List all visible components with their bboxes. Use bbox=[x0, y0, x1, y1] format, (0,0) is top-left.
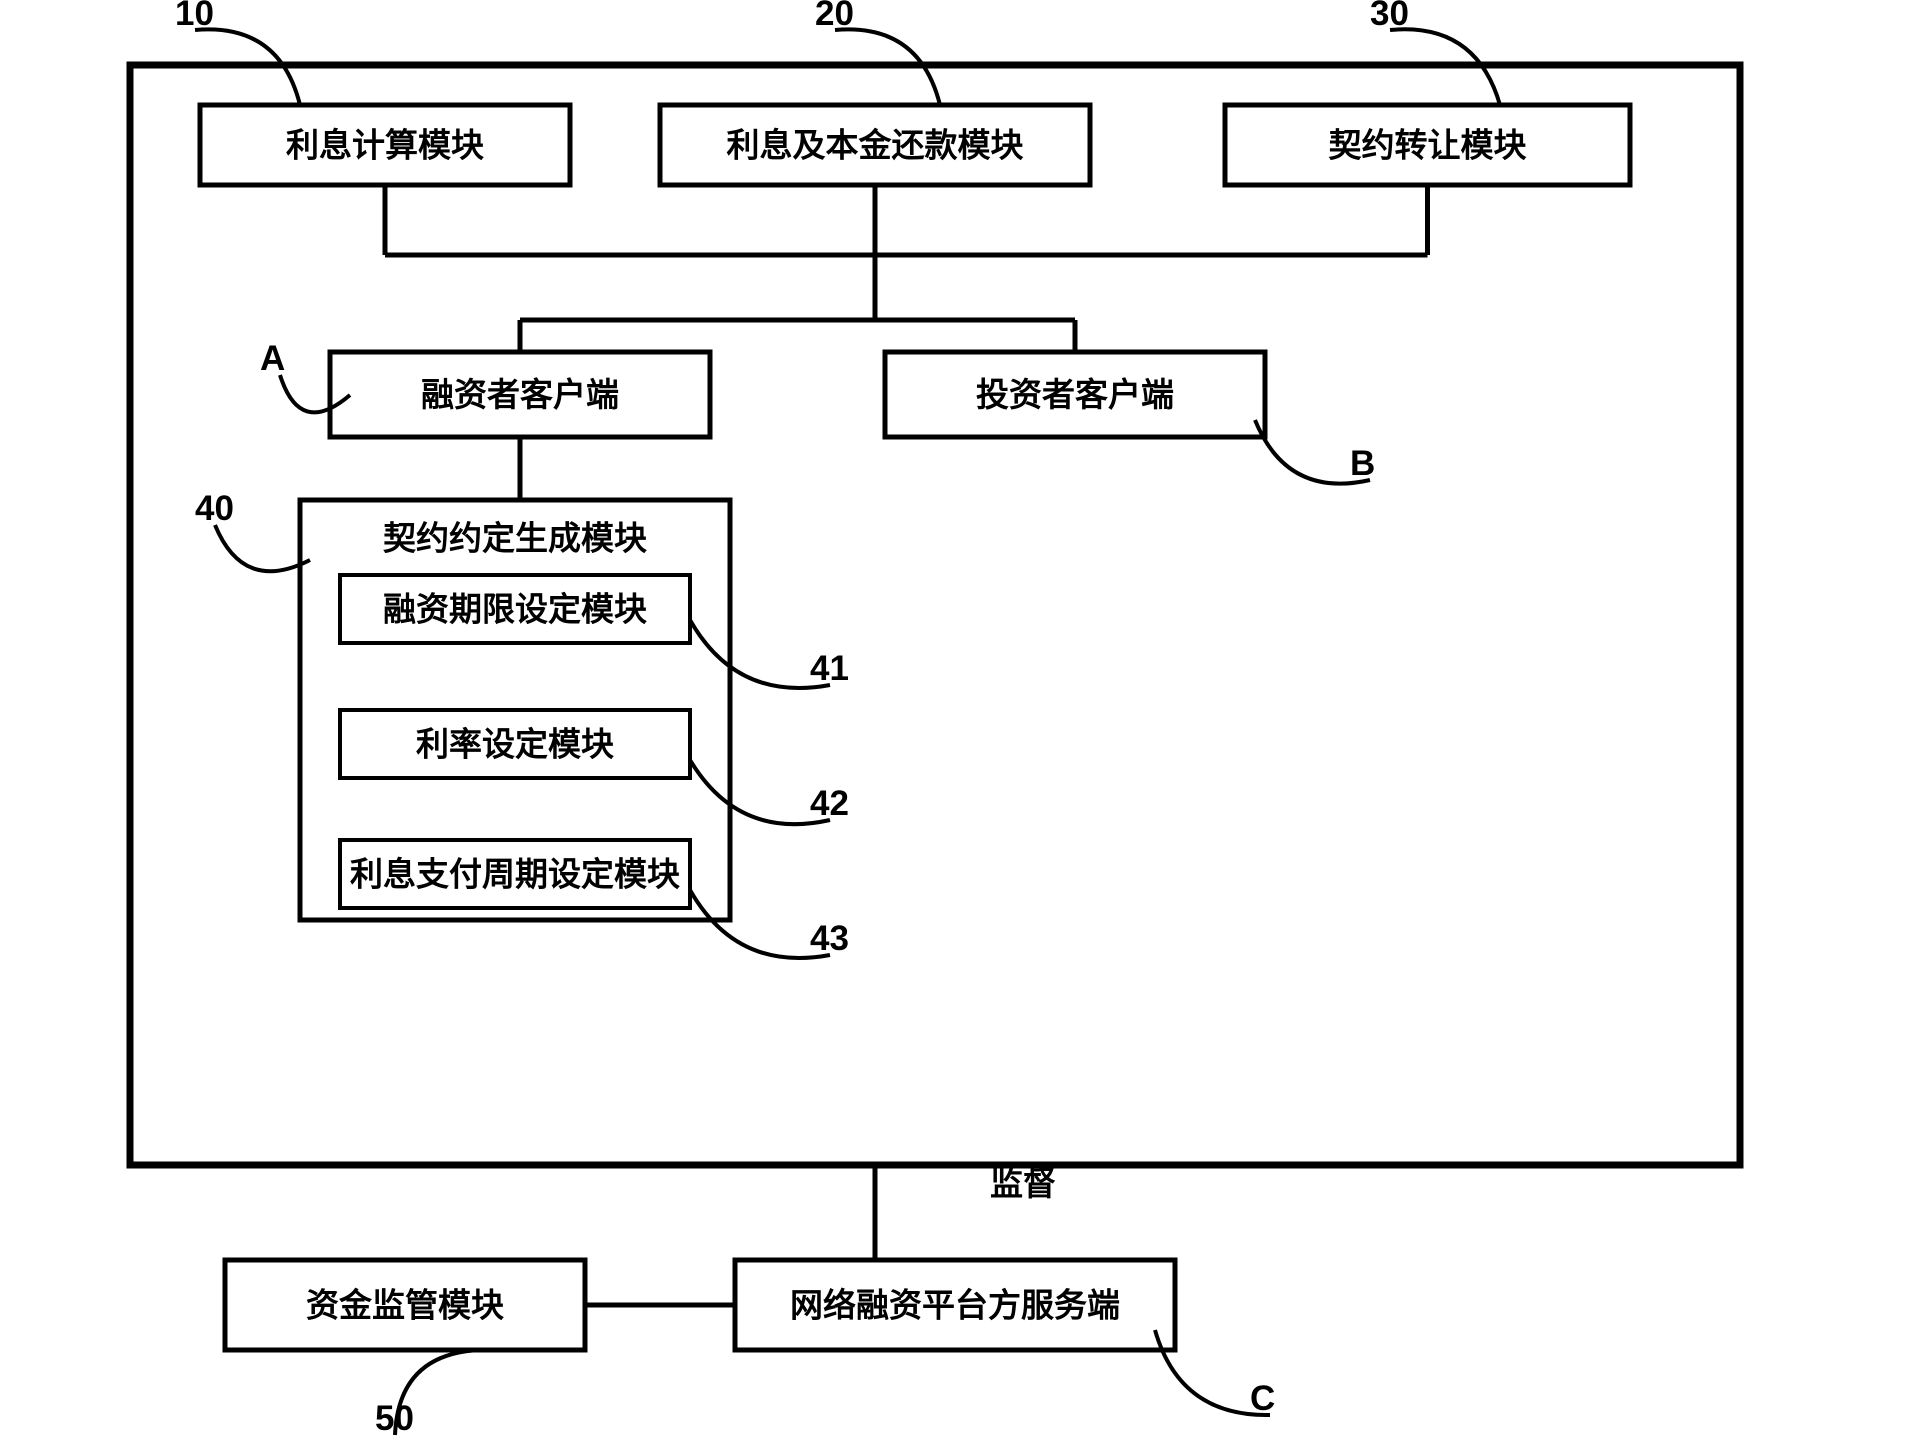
repayment-label: 利息及本金还款模块 bbox=[727, 127, 1024, 164]
ref-C: C bbox=[1250, 1379, 1275, 1418]
financier-client-label: 融资者客户端 bbox=[421, 376, 619, 413]
ref-43: 43 bbox=[810, 919, 849, 958]
contract-gen-title: 契约约定生成模块 bbox=[383, 520, 647, 557]
investor-client-label: 投资者客户端 bbox=[976, 376, 1174, 413]
ref-40: 40 bbox=[195, 489, 234, 528]
supervise-label: 监督 bbox=[990, 1165, 1056, 1202]
ref-42: 42 bbox=[810, 784, 849, 823]
ref-10: 10 bbox=[175, 0, 214, 33]
interest-calc-label: 利息计算模块 bbox=[286, 127, 484, 164]
ref-50: 50 bbox=[375, 1399, 414, 1438]
fund-supervise-label: 资金监管模块 bbox=[306, 1287, 504, 1324]
ref-30: 30 bbox=[1370, 0, 1409, 33]
cycle-setting-label: 利息支付周期设定模块 bbox=[350, 856, 680, 893]
contract-xfer-label: 契约转让模块 bbox=[1329, 127, 1527, 164]
ref-A: A bbox=[260, 339, 285, 378]
ref-41: 41 bbox=[810, 649, 849, 688]
platform-server-label: 网络融资平台方服务端 bbox=[790, 1287, 1120, 1324]
system-diagram: 利息计算模块 利息及本金还款模块 契约转让模块融资者客户端 投资者客户端融资期限设定模… bbox=[0, 0, 1928, 1448]
term-setting-label: 融资期限设定模块 bbox=[383, 591, 647, 628]
rate-setting-label: 利率设定模块 bbox=[416, 726, 614, 763]
ref-B: B bbox=[1350, 444, 1375, 483]
ref-20: 20 bbox=[815, 0, 854, 33]
